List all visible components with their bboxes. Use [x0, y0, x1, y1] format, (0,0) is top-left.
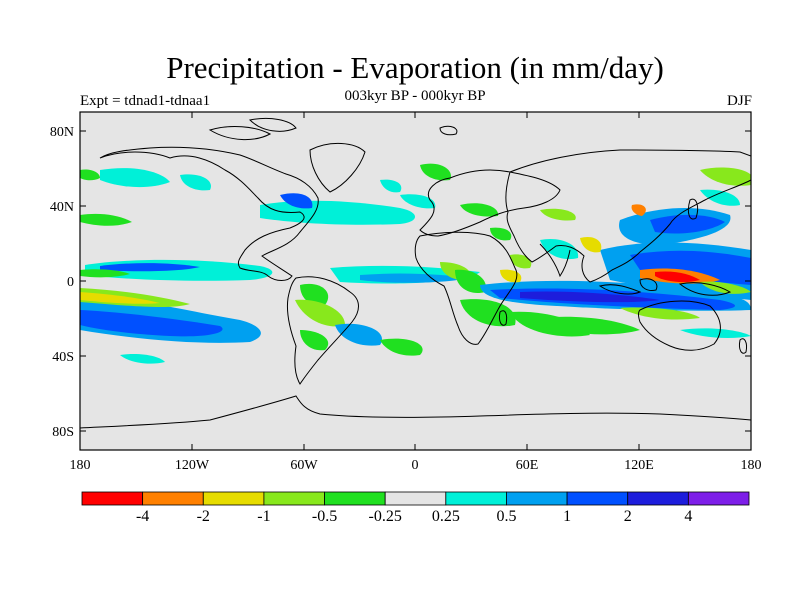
lon-label: 0 — [412, 458, 419, 473]
colorbar-swatch — [81, 491, 144, 506]
lon-label: 60E — [516, 458, 539, 473]
colorbar-label: 0.5 — [496, 508, 516, 525]
colorbar-swatch — [263, 491, 325, 506]
experiment-label: Expt = tdnad1-tdnaa1 — [80, 93, 211, 109]
coastlines — [80, 117, 751, 429]
lon-label: 120W — [175, 458, 210, 473]
colorbar-label: -1 — [257, 508, 270, 525]
colorbar: -4 -2 -1 -0.5 -0.25 0.25 0.5 1 2 4 — [81, 491, 750, 525]
season-label: DJF — [726, 93, 752, 109]
lon-axis: 180 120W 60W 0 60E 120E 180 — [70, 112, 762, 473]
colorbar-swatch — [324, 491, 386, 506]
lat-label: 40S — [52, 350, 74, 365]
map-title: Precipitation - Evaporation (in mm/day) — [166, 50, 664, 85]
colorbar-swatch — [627, 491, 689, 506]
colorbar-swatch — [566, 491, 629, 506]
colorbar-label: 0.25 — [432, 508, 460, 525]
lat-label: 80N — [50, 125, 74, 140]
lat-label: 80S — [52, 425, 74, 440]
lat-axis: 80N 40N 0 40S 80S — [50, 125, 751, 440]
colorbar-swatch — [142, 491, 204, 506]
lat-label: 0 — [67, 275, 74, 290]
lon-label: 60W — [290, 458, 318, 473]
colorbar-label: 2 — [624, 508, 632, 525]
colorbar-label: 4 — [684, 508, 692, 525]
colorbar-label: -0.25 — [369, 508, 402, 525]
lat-label: 40N — [50, 200, 74, 215]
colorbar-swatch — [202, 491, 265, 506]
colorbar-label: 1 — [563, 508, 571, 525]
colorbar-swatch — [687, 491, 750, 506]
colorbar-swatch — [384, 491, 447, 506]
lon-label: 180 — [741, 458, 762, 473]
lon-label: 180 — [70, 458, 91, 473]
colorbar-swatch — [506, 491, 568, 506]
map-subtitle: 003kyr BP - 000kyr BP — [344, 88, 486, 104]
lon-label: 120E — [624, 458, 654, 473]
colorbar-label: -0.5 — [312, 508, 337, 525]
field-patches — [80, 163, 751, 364]
colorbar-swatch — [445, 491, 507, 506]
colorbar-label: -2 — [197, 508, 210, 525]
colorbar-label: -4 — [136, 508, 149, 525]
